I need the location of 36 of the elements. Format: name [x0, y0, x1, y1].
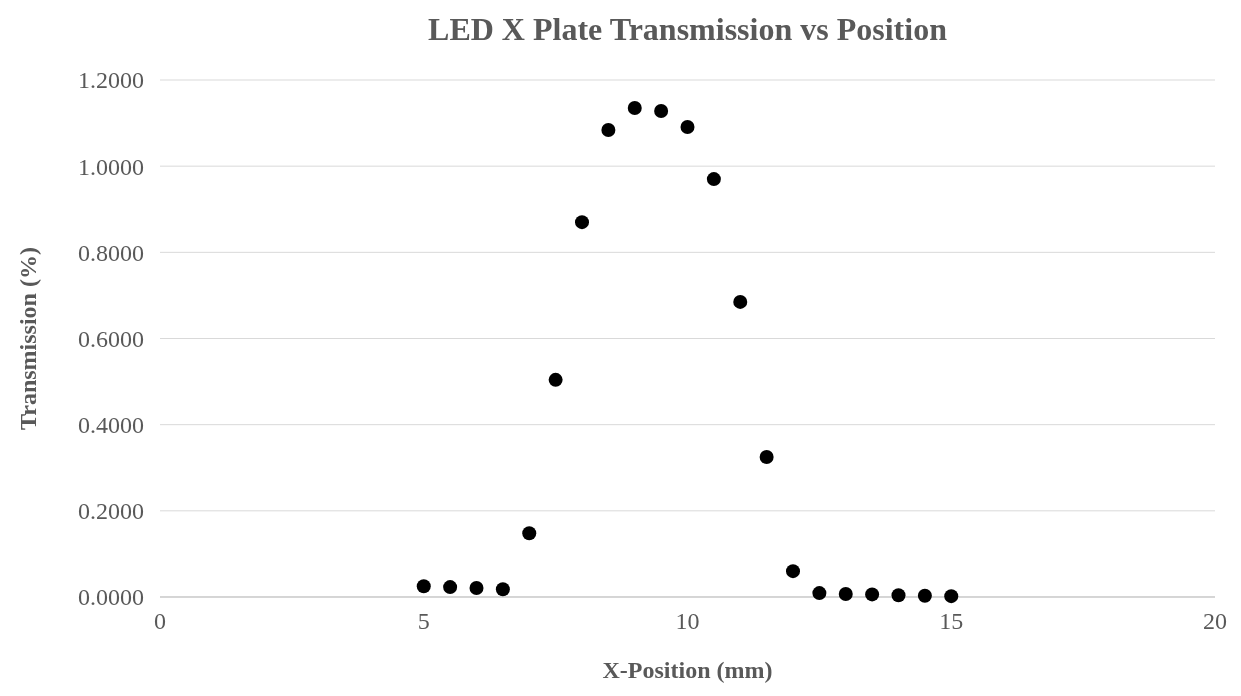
point	[865, 587, 880, 602]
point	[495, 582, 510, 597]
point	[522, 526, 537, 541]
x-tick-label: 10	[675, 608, 700, 634]
x-tick-label: 0	[154, 608, 166, 634]
point	[575, 215, 589, 230]
y-tick-label: 1.2000	[78, 67, 144, 94]
y-tick-label: 0.0000	[78, 584, 144, 611]
x-tick-label: 20	[1203, 608, 1227, 634]
point	[416, 579, 431, 594]
x-tick-label: 5	[417, 608, 430, 634]
point	[548, 372, 563, 387]
chart-title: LED X Plate Transmission vs Position	[428, 11, 948, 47]
point	[917, 588, 932, 603]
point	[601, 122, 616, 137]
y-tick-label: 0.2000	[78, 498, 144, 525]
point	[680, 119, 695, 134]
point	[443, 580, 458, 595]
point	[944, 589, 959, 604]
point	[706, 172, 721, 187]
y-tick-label: 0.8000	[78, 239, 144, 266]
point	[786, 564, 800, 579]
point	[627, 101, 642, 115]
point	[891, 588, 906, 603]
point	[759, 449, 774, 464]
point	[838, 586, 853, 601]
y-tick-label: 0.6000	[78, 325, 144, 352]
x-tick-label: 15	[939, 608, 964, 634]
point	[733, 294, 748, 309]
y-axis-title: Transmission (%)	[15, 247, 41, 430]
y-tick-label: 1.0000	[78, 153, 144, 180]
y-tick-label: 0.4000	[78, 412, 144, 439]
point	[812, 586, 827, 601]
point	[654, 104, 669, 119]
point	[469, 580, 484, 595]
x-axis-title: X-Position (mm)	[602, 657, 773, 683]
